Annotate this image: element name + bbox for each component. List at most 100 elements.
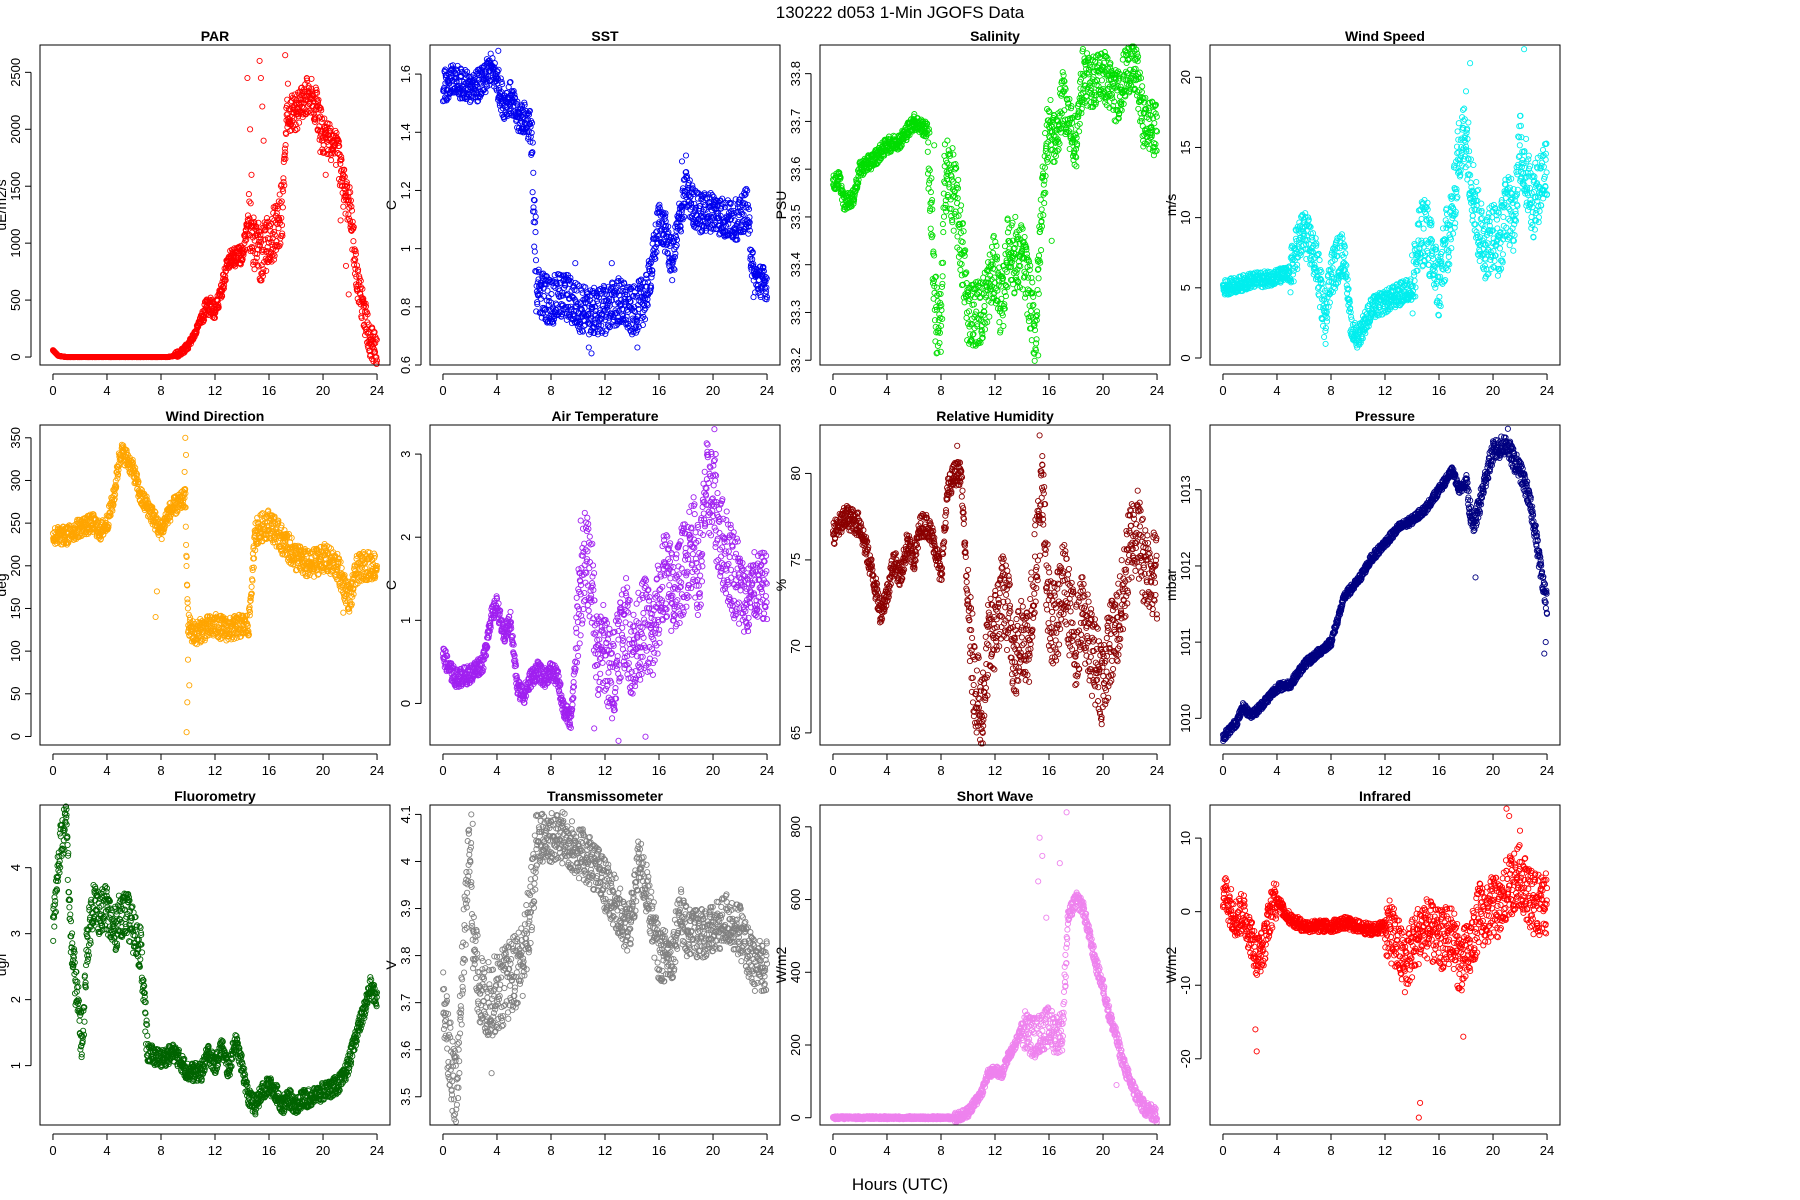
data-point bbox=[1139, 83, 1146, 90]
y-tick-label: 1 bbox=[398, 245, 413, 252]
y-tick-label: 33.8 bbox=[788, 61, 803, 86]
data-point bbox=[258, 277, 265, 284]
data-point bbox=[288, 127, 295, 134]
data-point bbox=[745, 230, 752, 237]
data-point bbox=[939, 315, 946, 322]
data-point bbox=[314, 99, 322, 106]
data-point bbox=[1287, 289, 1294, 296]
data-point bbox=[279, 185, 286, 193]
y-tick-label: 2000 bbox=[8, 115, 23, 144]
y-tick-label: 33.2 bbox=[788, 348, 803, 373]
data-point bbox=[939, 221, 946, 228]
data-point bbox=[582, 284, 589, 291]
data-point bbox=[950, 227, 957, 234]
data-points bbox=[439, 47, 771, 357]
data-point bbox=[282, 149, 289, 156]
data-point bbox=[221, 276, 229, 283]
data-point bbox=[259, 103, 266, 110]
data-point bbox=[267, 223, 274, 230]
data-point bbox=[271, 231, 278, 238]
data-points bbox=[49, 52, 381, 368]
data-point bbox=[1151, 120, 1158, 127]
data-point bbox=[255, 263, 262, 270]
data-point bbox=[1035, 275, 1042, 282]
data-point bbox=[293, 101, 300, 108]
data-point bbox=[1000, 322, 1007, 330]
data-point bbox=[246, 215, 253, 222]
data-point bbox=[1316, 304, 1324, 311]
data-point bbox=[1012, 213, 1019, 220]
data-point bbox=[585, 344, 592, 351]
data-point bbox=[244, 224, 251, 231]
data-point bbox=[244, 74, 251, 82]
data-point bbox=[322, 171, 329, 178]
y-tick-label: 0.8 bbox=[398, 298, 413, 316]
data-point bbox=[240, 251, 247, 258]
data-point bbox=[282, 142, 289, 149]
x-tick-label: 16 bbox=[262, 383, 276, 398]
data-point bbox=[245, 191, 252, 198]
x-tick-label: 8 bbox=[157, 383, 164, 398]
data-points bbox=[1219, 46, 1551, 351]
data-point bbox=[280, 188, 287, 195]
data-point bbox=[1027, 308, 1034, 315]
data-point bbox=[342, 262, 350, 269]
x-tick-label: 24 bbox=[760, 383, 774, 398]
x-tick-label: 4 bbox=[493, 383, 500, 398]
data-point bbox=[291, 91, 298, 98]
data-point bbox=[253, 254, 260, 261]
data-point bbox=[292, 121, 299, 128]
data-point bbox=[957, 266, 964, 273]
x-tick-label: 8 bbox=[937, 383, 944, 398]
data-point bbox=[1038, 206, 1045, 213]
x-tick-label: 4 bbox=[883, 383, 890, 398]
data-point bbox=[261, 236, 268, 243]
data-point bbox=[608, 260, 615, 267]
data-point bbox=[284, 80, 291, 87]
data-point bbox=[955, 176, 962, 183]
data-point bbox=[201, 316, 208, 324]
data-point bbox=[281, 151, 288, 159]
y-tick-label: 33.6 bbox=[788, 157, 803, 182]
data-point bbox=[313, 86, 320, 93]
data-point bbox=[247, 200, 254, 207]
x-tick-label: 20 bbox=[316, 383, 330, 398]
x-axis: 0 4 8 12 16 20 24 bbox=[49, 373, 384, 398]
y-axis-label: PSU bbox=[773, 191, 789, 220]
data-point bbox=[1031, 357, 1038, 364]
data-point bbox=[944, 137, 951, 144]
x-tick-label: 12 bbox=[598, 383, 612, 398]
data-point bbox=[314, 89, 321, 96]
data-point bbox=[669, 277, 676, 284]
x-tick-label: 0 bbox=[49, 383, 56, 398]
x-tick-label: 16 bbox=[652, 383, 666, 398]
data-point bbox=[256, 57, 263, 64]
y-tick-label: 0.6 bbox=[398, 356, 413, 374]
data-point bbox=[981, 303, 988, 310]
x-tick-label: 12 bbox=[208, 383, 222, 398]
y-tick-label: 33.4 bbox=[788, 252, 803, 277]
data-point bbox=[1316, 257, 1323, 264]
data-point bbox=[260, 137, 267, 144]
data-point bbox=[1019, 225, 1026, 232]
data-point bbox=[255, 228, 262, 235]
y-tick-label: 1000 bbox=[8, 229, 23, 258]
data-point bbox=[940, 229, 947, 236]
data-point bbox=[242, 237, 249, 244]
y-tick-label: 1.6 bbox=[398, 65, 413, 83]
y-tick-label: 0 bbox=[8, 353, 23, 360]
data-point bbox=[495, 47, 502, 54]
data-point bbox=[280, 175, 287, 182]
data-point bbox=[1060, 72, 1067, 79]
data-point bbox=[271, 243, 279, 250]
data-point bbox=[531, 243, 538, 250]
data-point bbox=[925, 139, 932, 146]
data-point bbox=[682, 152, 690, 159]
data-point bbox=[255, 219, 262, 226]
data-point bbox=[193, 329, 200, 336]
y-tick-label: 33.5 bbox=[788, 204, 803, 229]
data-point bbox=[215, 304, 222, 311]
data-point bbox=[278, 198, 285, 205]
